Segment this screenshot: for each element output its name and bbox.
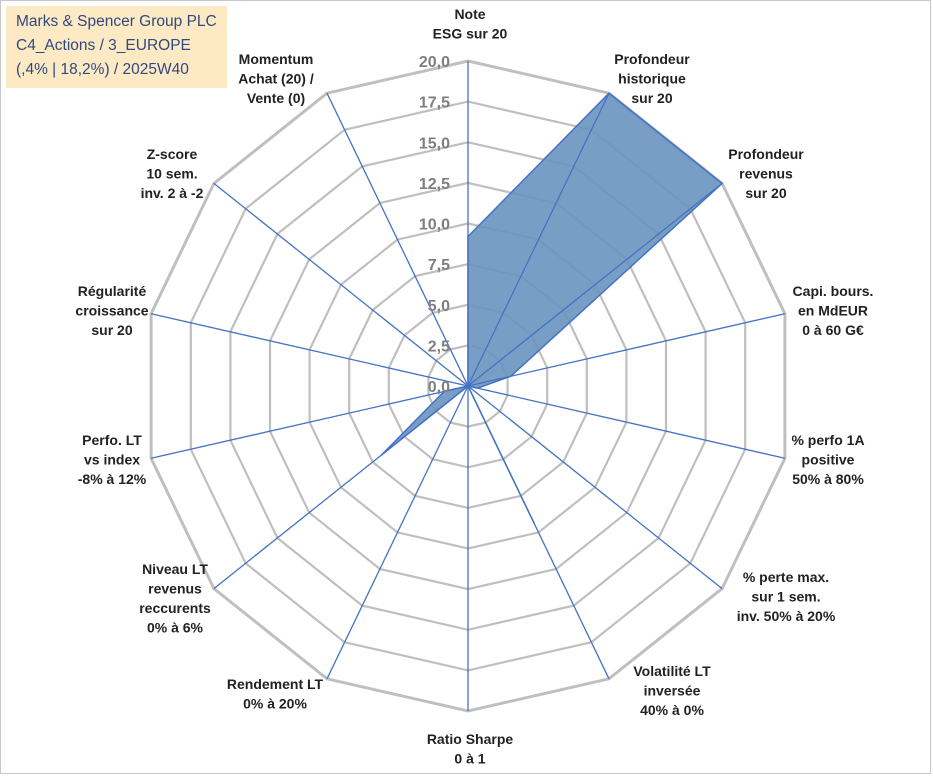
category-label-line: historique <box>618 71 686 87</box>
axis-spoke <box>150 385 469 459</box>
axis-spoke <box>467 385 723 590</box>
tick-label: 17,5 <box>419 95 450 112</box>
category-label-line: 0% à 20% <box>243 696 307 712</box>
category-label-line: 0% à 6% <box>147 620 204 636</box>
info-box: Marks & Spencer Group PLC C4_Actions / 3… <box>6 6 227 88</box>
category-label: Momentum Achat (20) / Vente (0) <box>238 51 314 106</box>
info-line-2: C4_Actions / 3_EUROPE <box>16 37 191 54</box>
category-label: Profondeur revenus sur 20 <box>728 146 804 201</box>
category-label-line: positive <box>802 452 855 468</box>
category-label-line: Profondeur <box>614 51 690 67</box>
category-label-line: Note <box>454 6 485 22</box>
axis-spoke <box>213 385 469 590</box>
category-label-line: % perfo 1A <box>791 432 864 448</box>
category-label-line: revenus <box>739 166 793 182</box>
category-label: Note ESG sur 20 <box>433 6 508 42</box>
axis-spoke <box>326 92 469 387</box>
category-label-line: Capi. bours. <box>793 283 874 299</box>
category-label-line: % perte max. <box>743 569 829 585</box>
category-label: Volatilité LT inversée 40% à 0% <box>633 663 711 718</box>
category-label: % perte max. sur 1 sem. inv. 50% à 20% <box>737 569 836 624</box>
tick-label: 12,5 <box>419 176 450 193</box>
category-label-line: Z-score <box>147 146 198 162</box>
category-label-line: reccurents <box>139 600 211 616</box>
category-label-line: revenus <box>148 581 202 597</box>
category-label: Niveau LT revenus reccurents 0% à 6% <box>139 561 211 636</box>
category-label-line: 40% à 0% <box>640 702 704 718</box>
axis-spoke <box>150 313 469 387</box>
axis-spoke <box>467 385 610 680</box>
category-label-line: Momentum <box>239 51 314 67</box>
category-label-line: Profondeur <box>728 146 804 162</box>
axis-spoke <box>467 385 786 459</box>
axis-spoke <box>326 385 469 680</box>
category-label-line: 50% à 80% <box>792 471 864 487</box>
tick-label: 15,0 <box>419 135 450 152</box>
category-label-line: sur 20 <box>745 185 786 201</box>
category-label-line: sur 20 <box>631 90 672 106</box>
category-label-line: -8% à 12% <box>78 471 147 487</box>
category-label-line: Ratio Sharpe <box>427 731 514 747</box>
category-label: Z-score 10 sem. inv. 2 à -2 <box>141 146 204 201</box>
category-label: Ratio Sharpe 0 à 1 <box>427 731 514 767</box>
category-label-line: ESG sur 20 <box>433 26 508 42</box>
category-label-line: en MdEUR <box>798 303 868 319</box>
category-label: % perfo 1A positive 50% à 80% <box>791 432 864 487</box>
tick-label: 5,0 <box>428 298 450 315</box>
info-line-1: Marks & Spencer Group PLC <box>16 13 217 30</box>
category-label-line: 0 à 1 <box>454 751 485 767</box>
tick-label: 20,0 <box>419 54 450 71</box>
category-label: Profondeur historique sur 20 <box>614 51 690 106</box>
category-label: Perfo. LT vs index -8% à 12% <box>78 432 147 487</box>
axis-spoke <box>467 92 610 387</box>
category-label-line: sur 20 <box>91 322 132 338</box>
category-label-line: sur 1 sem. <box>751 589 820 605</box>
category-label-line: 10 sem. <box>146 166 197 182</box>
info-line-3: (,4% | 18,2%) / 2025W40 <box>16 61 189 78</box>
category-label-line: vs index <box>84 452 140 468</box>
axis-spoke <box>213 182 469 387</box>
category-label-line: Vente (0) <box>247 90 305 106</box>
category-label-line: Régularité <box>78 283 147 299</box>
tick-label: 7,5 <box>428 257 450 274</box>
tick-label: 2,5 <box>428 338 450 355</box>
category-label-line: Achat (20) / <box>238 71 314 87</box>
category-label-line: Volatilité LT <box>633 663 711 679</box>
tick-label: 0,0 <box>428 379 450 396</box>
category-label-line: 0 à 60 G€ <box>802 322 864 338</box>
category-label-line: Niveau LT <box>142 561 208 577</box>
category-label: Rendement LT 0% à 20% <box>227 676 324 712</box>
category-label: Régularité croissance sur 20 <box>75 283 148 338</box>
category-label-line: inv. 50% à 20% <box>737 608 836 624</box>
category-label-line: Perfo. LT <box>82 432 142 448</box>
tick-label: 10,0 <box>419 217 450 234</box>
category-label-line: inversée <box>644 683 701 699</box>
axis-spoke <box>467 182 723 387</box>
category-label-line: croissance <box>75 303 148 319</box>
category-label-line: inv. 2 à -2 <box>141 185 204 201</box>
category-label: Capi. bours. en MdEUR 0 à 60 G€ <box>793 283 874 338</box>
axis-spoke <box>467 313 786 387</box>
category-label-line: Rendement LT <box>227 676 324 692</box>
